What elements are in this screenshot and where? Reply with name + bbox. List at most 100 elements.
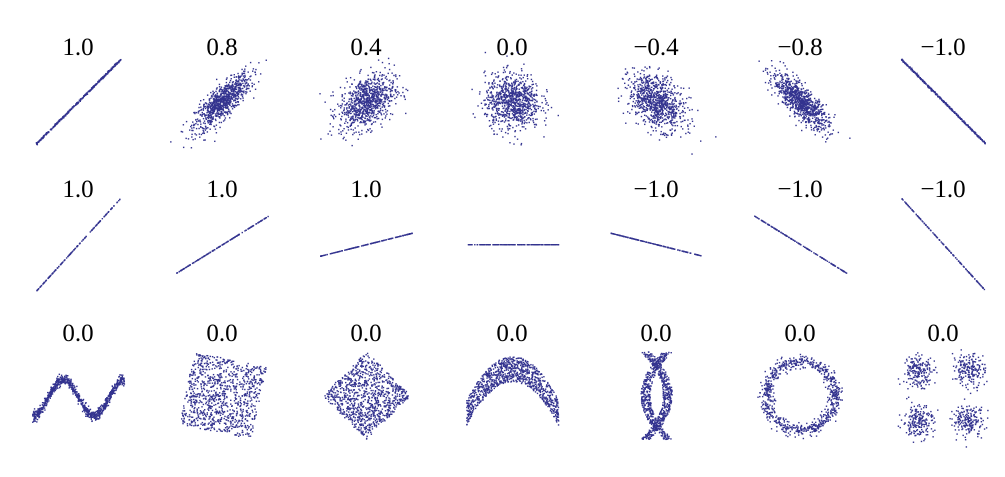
scatter-point bbox=[377, 117, 380, 120]
scatter-point bbox=[652, 115, 655, 118]
scatter-point bbox=[234, 87, 237, 90]
scatter-point bbox=[517, 95, 519, 97]
scatter-point bbox=[794, 104, 797, 107]
scatter-point bbox=[646, 84, 648, 87]
scatter-point bbox=[784, 98, 787, 100]
scatter-point bbox=[643, 70, 645, 72]
scatter-point bbox=[225, 91, 227, 93]
scatter-point bbox=[685, 102, 687, 104]
scatter-point bbox=[376, 103, 378, 106]
scatter-point bbox=[529, 85, 532, 88]
scatter-point bbox=[780, 90, 782, 92]
scatter-point bbox=[490, 73, 493, 76]
scatter-point bbox=[526, 114, 528, 116]
scatter-point bbox=[518, 93, 521, 96]
scatter-point bbox=[484, 51, 487, 54]
scatter-point bbox=[499, 80, 501, 82]
scatter-point bbox=[227, 108, 230, 111]
scatter-point bbox=[500, 98, 503, 101]
scatter-point bbox=[524, 103, 526, 105]
scatter-point bbox=[230, 85, 232, 87]
scatter-point bbox=[101, 77, 103, 80]
scatter-point bbox=[210, 116, 212, 118]
scatter-point bbox=[235, 84, 237, 86]
scatter-point bbox=[509, 117, 511, 119]
scatter-point bbox=[665, 114, 668, 116]
scatter-point bbox=[823, 129, 825, 131]
scatter-point bbox=[495, 100, 497, 102]
scatter-point bbox=[244, 83, 246, 85]
scatter-point bbox=[521, 70, 523, 72]
scatter-point bbox=[636, 104, 638, 107]
scatter-point bbox=[229, 86, 232, 88]
scatter-point bbox=[814, 107, 817, 110]
scatter-point bbox=[484, 112, 486, 115]
scatter-point bbox=[800, 94, 803, 96]
scatter-point bbox=[331, 115, 334, 117]
scatter-point bbox=[502, 71, 505, 74]
scatter-point bbox=[229, 101, 232, 104]
scatter-point bbox=[786, 95, 788, 98]
scatter-point bbox=[227, 85, 229, 87]
scatter-point bbox=[499, 113, 502, 116]
scatter-point bbox=[526, 77, 529, 80]
scatter-point bbox=[243, 90, 245, 92]
scatter-point bbox=[787, 78, 789, 81]
scatter-point bbox=[380, 78, 383, 81]
scatter-point bbox=[781, 81, 784, 83]
scatter-point bbox=[103, 76, 105, 78]
scatter-point bbox=[516, 108, 518, 111]
scatter-point bbox=[658, 103, 661, 105]
scatter-point bbox=[366, 96, 368, 99]
scatter-point bbox=[536, 105, 538, 107]
scatter-point bbox=[341, 95, 343, 98]
scatter-point bbox=[657, 100, 659, 102]
scatter-point bbox=[388, 62, 390, 65]
scatter-point bbox=[76, 101, 78, 104]
scatter-point bbox=[661, 85, 663, 87]
scatter-point bbox=[377, 104, 380, 107]
scatter-point bbox=[358, 104, 360, 106]
correlation-coefficient-label: −0.4 bbox=[633, 34, 679, 61]
scatter-point bbox=[788, 86, 791, 89]
scatter-point bbox=[217, 98, 220, 101]
scatter-point bbox=[656, 94, 658, 97]
scatter-point bbox=[668, 116, 670, 118]
scatter-point bbox=[248, 87, 250, 90]
scatter-point bbox=[641, 82, 644, 84]
scatter-point bbox=[193, 111, 195, 114]
scatter-point bbox=[346, 125, 348, 128]
scatter-point bbox=[779, 72, 781, 75]
scatter-point bbox=[648, 90, 650, 93]
scatter-point bbox=[653, 94, 655, 96]
scatter-point bbox=[55, 123, 57, 125]
scatter-point bbox=[802, 120, 804, 122]
scatter-point bbox=[541, 101, 543, 104]
scatter-point bbox=[349, 76, 352, 79]
scatter-point bbox=[388, 99, 390, 102]
scatter-point bbox=[656, 90, 658, 93]
scatter-point bbox=[356, 111, 359, 113]
scatter-point bbox=[373, 75, 376, 77]
scatter-point bbox=[371, 95, 373, 98]
scatter-point bbox=[219, 105, 222, 108]
scatter-point bbox=[812, 112, 815, 115]
scatter-point bbox=[493, 102, 496, 105]
scatter-point bbox=[234, 93, 236, 96]
scatter-point bbox=[231, 88, 233, 91]
scatter-point bbox=[373, 76, 376, 78]
scatter-point bbox=[788, 83, 791, 85]
scatter-point bbox=[389, 88, 391, 90]
scatter-point bbox=[524, 87, 526, 89]
scatter-point bbox=[661, 117, 664, 119]
scatter-point bbox=[374, 121, 377, 123]
scatter-point bbox=[785, 84, 787, 87]
scatter-point bbox=[535, 123, 537, 126]
scatter-point bbox=[647, 84, 650, 87]
scatter-point bbox=[472, 113, 474, 115]
scatter-point bbox=[524, 80, 527, 82]
scatter-point bbox=[778, 82, 780, 84]
scatter-point bbox=[506, 112, 509, 115]
scatter-point bbox=[209, 106, 212, 109]
scatter-point bbox=[659, 86, 662, 89]
